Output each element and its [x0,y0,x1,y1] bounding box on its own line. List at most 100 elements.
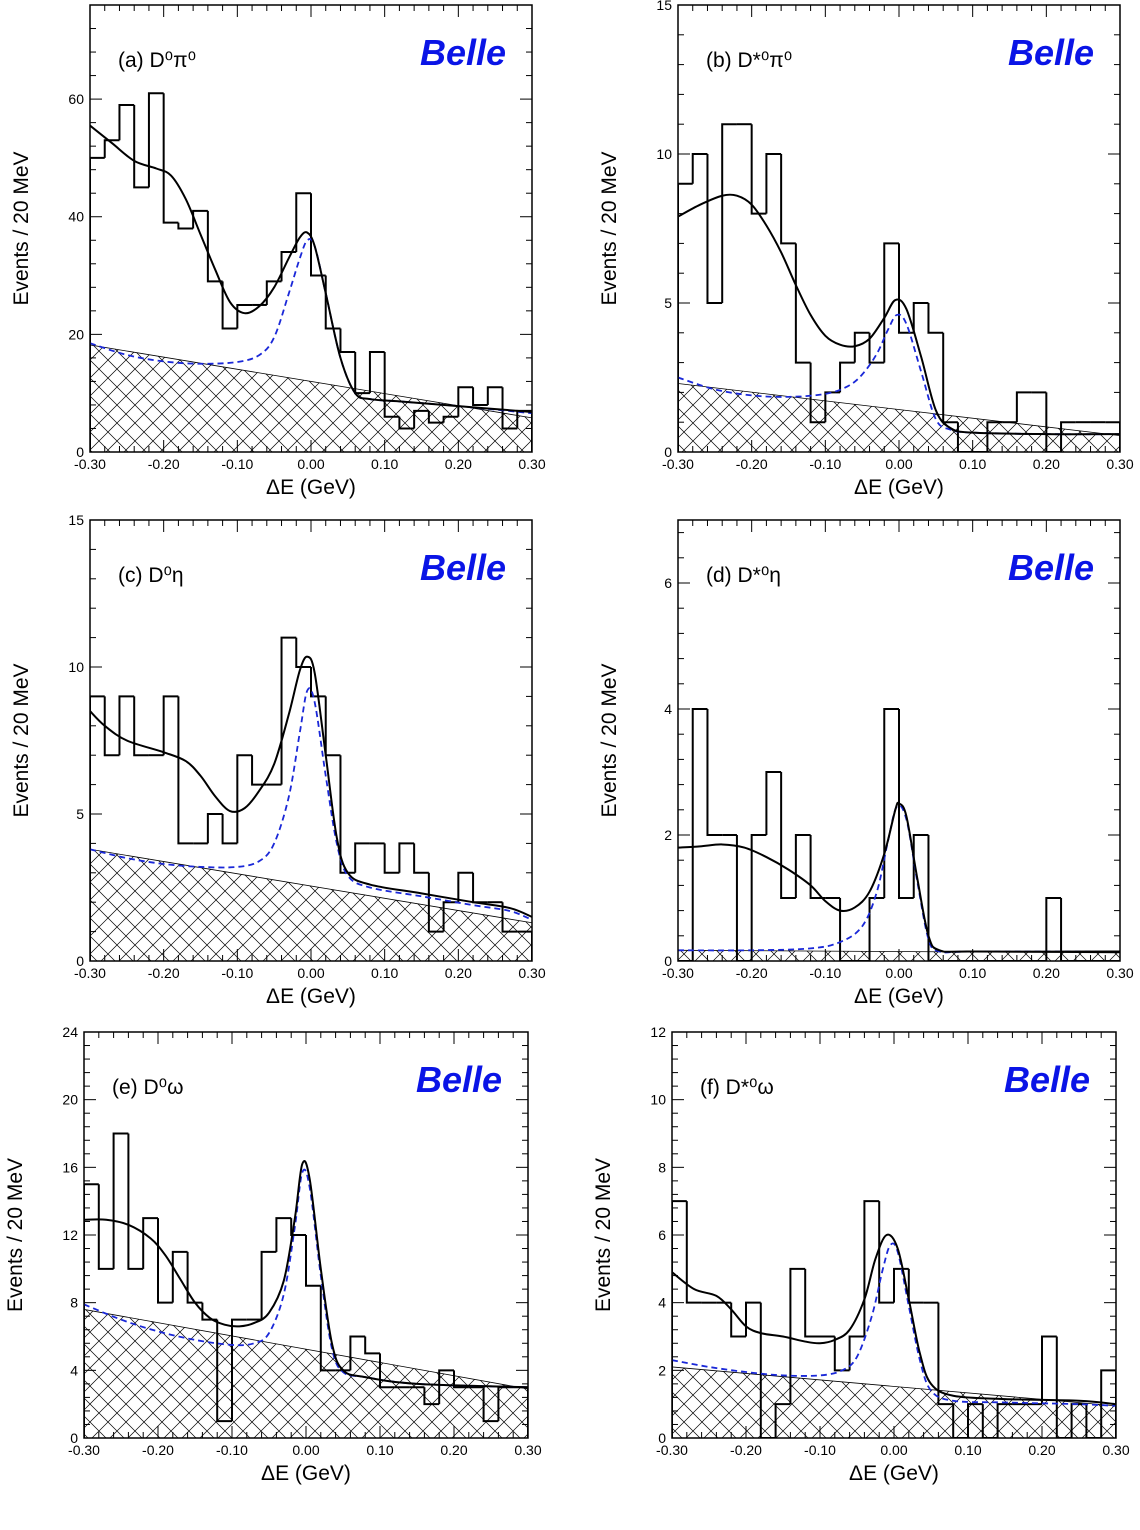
x-tick-label: 0.30 [1106,965,1133,981]
y-tick-label: 12 [62,1227,78,1243]
histogram-bin [1060,421,1076,452]
x-tick-label: -0.30 [74,965,106,981]
histogram-bin [907,1268,924,1304]
panel-f: -0.30 -0.20 -0.10 0.00 0.10 0.20 0.30 0 2 4 6 8 10 12… [592,1024,1130,1485]
histogram-bin [453,1370,469,1389]
belle-logo: Belle [420,547,506,588]
background-fit-curve [90,687,532,921]
histogram-bin [90,156,105,452]
x-tick-label: 0.20 [445,965,472,981]
background-hatch [90,344,532,452]
histogram-bin [1045,897,1062,961]
histogram-bin [142,1217,158,1269]
y-tick-label: 20 [68,326,84,342]
histogram-bin [457,871,474,903]
x-axis-title: ΔE (GeV) [854,985,944,1008]
histogram-bin [364,1336,380,1355]
histogram-bin [427,410,444,424]
histogram-bin [221,814,238,845]
histogram-bin [898,243,914,334]
background-hatch [84,1309,528,1438]
histogram-bin [157,1218,173,1304]
histogram-bin [927,303,944,334]
y-tick-label: 10 [656,146,672,162]
histogram-bin [774,1403,791,1438]
histogram-bin [290,1218,306,1236]
x-tick-label: 0.00 [297,965,324,981]
histogram-bin [1060,898,1076,961]
histogram-bin [986,421,1003,452]
histogram-bin [354,842,370,873]
panel-label: (c) D⁰η [118,564,184,587]
histogram-bin [868,332,885,364]
histogram-bin [112,1132,129,1269]
y-tick-label: 4 [70,1362,78,1378]
x-tick-label: -0.20 [148,456,180,472]
panel-label: (a) D⁰π⁰ [118,49,196,72]
background-hatch [678,383,1120,452]
histogram-bin [216,1319,232,1423]
histogram-bin [133,104,149,189]
histogram-bin [804,1268,820,1338]
histogram [678,123,1120,452]
histogram-bin [765,771,782,835]
histogram-bin [937,1302,954,1406]
y-tick-label: 40 [68,209,84,225]
histogram-bin [848,1335,865,1371]
x-tick-label: -0.20 [736,456,768,472]
histogram-bin [750,124,767,215]
x-axis-title: ΔE (GeV) [849,1462,939,1485]
histogram-bin [809,362,826,424]
histogram-bin [368,351,385,394]
histogram-bin [898,709,914,899]
x-axis-title: ΔE (GeV) [261,1462,351,1485]
y-tick-label: 5 [664,295,672,311]
x-tick-label: 0.30 [1106,456,1133,472]
y-tick-label: 0 [664,953,672,969]
x-tick-label: 0.30 [518,456,545,472]
histogram-bin [685,1201,702,1304]
histogram-bin [833,1336,850,1372]
x-tick-label: -0.30 [656,1442,688,1458]
x-tick-label: 0.20 [1033,965,1060,981]
belle-logo: Belle [1008,32,1094,73]
y-tick-label: 5 [76,806,84,822]
x-tick-label: -0.20 [730,1442,762,1458]
y-axis-title: Events / 20 MeV [598,663,621,817]
y-tick-label: 20 [62,1092,78,1108]
histogram-bin [118,103,135,141]
y-tick-label: 6 [664,575,672,591]
y-tick-label: 0 [664,444,672,460]
histogram-bin [472,872,488,904]
x-tick-label: -0.10 [809,965,841,981]
histogram-bin [780,772,796,899]
histogram-bin [780,154,796,245]
histogram-bin [672,1200,687,1438]
histogram-bin [482,1387,499,1423]
x-tick-label: -0.30 [662,456,694,472]
y-tick-label: 6 [658,1227,666,1243]
histogram-bin [339,328,356,354]
histogram-bin [206,813,223,844]
histogram-bin [427,872,444,933]
x-tick-label: -0.10 [216,1442,248,1458]
y-tick-label: 8 [658,1159,666,1175]
histogram-bin [118,695,135,756]
y-axis-title: Events / 20 MeV [10,151,33,305]
total-fit-curve [84,1160,528,1389]
x-tick-label: -0.30 [74,456,106,472]
histogram-bin [231,1318,247,1422]
histogram-bin [186,1251,203,1304]
histogram-bin [912,834,929,898]
histogram-bin [730,1302,746,1338]
belle-logo: Belle [1004,1059,1090,1100]
histogram-bin [691,708,708,961]
x-tick-label: 0.30 [518,965,545,981]
histogram-bin [162,695,179,756]
x-tick-label: 0.20 [1028,1442,1055,1458]
total-fit-curve [678,193,1120,436]
histogram-bin [319,1285,336,1372]
histogram-bin [127,1133,144,1270]
panel-label: (b) D*⁰π⁰ [706,49,792,72]
